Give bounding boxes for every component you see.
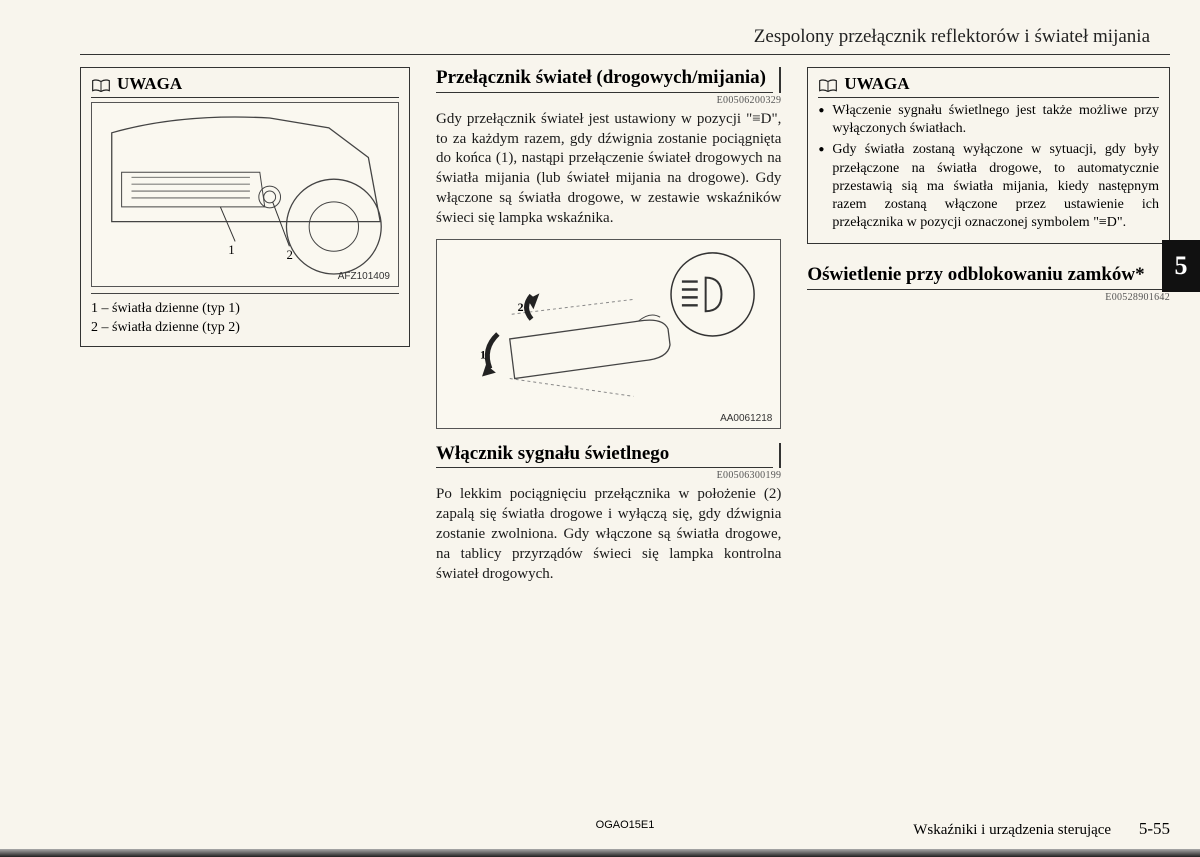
uwaga-label: UWAGA (117, 74, 182, 94)
section-heading-wrap: Oświetlenie przy odblokowaniu zamków* (807, 264, 1170, 290)
column-right: UWAGA Włączenie sygnału świetlnego jest … (807, 67, 1170, 584)
page-header-title: Zespolony przełącznik reflektorów i świa… (80, 18, 1170, 48)
svg-text:2: 2 (518, 300, 524, 314)
section-heading-wrap: Przełącznik świateł (drogowych/mijania) (436, 67, 781, 93)
chapter-tab: 5 (1162, 240, 1200, 292)
section-heading-flash: Włącznik sygnału świetlnego (436, 443, 773, 469)
doc-code: E00506300199 (436, 470, 781, 481)
scan-edge (0, 849, 1200, 857)
column-middle: Przełącznik świateł (drogowych/mijania) … (436, 67, 781, 584)
doc-code: E00528901642 (807, 292, 1170, 303)
book-icon (818, 77, 838, 91)
uwaga-label: UWAGA (844, 74, 909, 94)
section-heading-wrap: Włącznik sygnału świetlnego (436, 443, 781, 469)
svg-text:1: 1 (480, 347, 486, 361)
uwaga-header: UWAGA (818, 74, 1159, 98)
footer-section-label: Wskaźniki i urządzenia sterujące 5-55 (913, 819, 1170, 839)
uwaga-box-left: UWAGA 1 2 (80, 67, 410, 347)
vehicle-front-illustration: 1 2 AFZ101409 (91, 102, 399, 287)
uwaga-header: UWAGA (91, 74, 399, 98)
legend-list: 1 – światła dzienne (typ 1) 2 – światła … (91, 300, 399, 338)
callout-2: 2 (286, 248, 292, 262)
note-bullet-list: Włączenie sygnału świetlnego jest także … (818, 102, 1159, 232)
body-paragraph-2: Po lekkim pociągnięciu przełącznika w po… (436, 485, 781, 584)
doc-code: E00506200329 (436, 95, 781, 106)
manual-page: Zespolony przełącznik reflektorów i świa… (0, 0, 1200, 857)
content-columns: UWAGA 1 2 (80, 67, 1170, 584)
legend-item-1: 1 – światła dzienne (typ 1) (91, 300, 399, 319)
column-left: UWAGA 1 2 (80, 67, 410, 584)
body-paragraph-1: Gdy przełącznik świateł jest ustawiony w… (436, 110, 781, 229)
header-rule (80, 54, 1170, 55)
note-bullet-1: Włączenie sygnału świetlnego jest także … (818, 102, 1159, 138)
illustration-code: AFZ101409 (338, 271, 390, 282)
note-bullet-2: Gdy światła zostaną wyłączone w sytuacji… (818, 141, 1159, 232)
section-heading-unlock-lights: Oświetlenie przy odblokowaniu zamków* (807, 264, 1162, 290)
callout-1: 1 (228, 243, 234, 257)
uwaga-box-right: UWAGA Włączenie sygnału świetlnego jest … (807, 67, 1170, 244)
footer-doc-code: OGAO15E1 (596, 819, 655, 831)
section-heading-lights-switch: Przełącznik świateł (drogowych/mijania) (436, 67, 773, 93)
page-footer: OGAO15E1 Wskaźniki i urządzenia sterując… (80, 819, 1170, 839)
lever-illustration: 1 2 AA0061218 (436, 239, 781, 429)
page-number: 5-55 (1139, 819, 1170, 838)
divider (91, 293, 399, 294)
illustration-code: AA0061218 (720, 413, 772, 424)
book-icon (91, 77, 111, 91)
legend-item-2: 2 – światła dzienne (typ 2) (91, 319, 399, 338)
